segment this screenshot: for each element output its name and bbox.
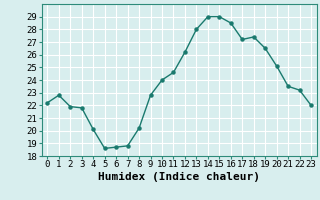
X-axis label: Humidex (Indice chaleur): Humidex (Indice chaleur) [98, 172, 260, 182]
